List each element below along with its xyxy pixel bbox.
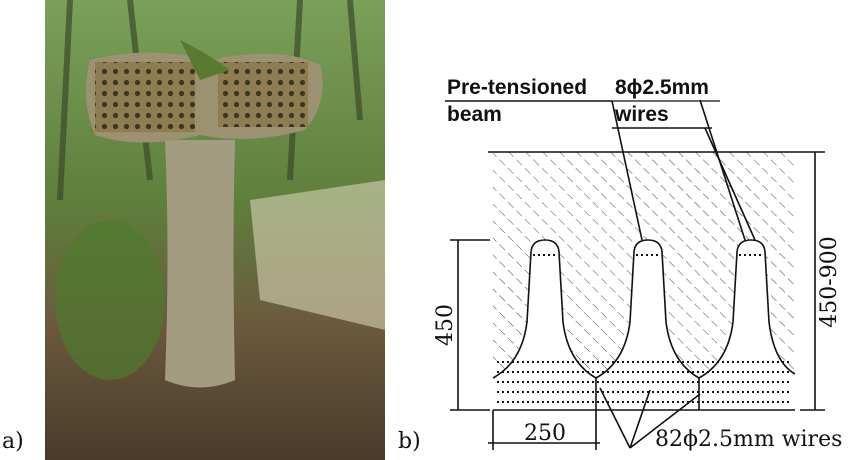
dimension-label: 250 <box>524 421 566 446</box>
photo <box>45 0 385 460</box>
cross-section <box>445 100 825 450</box>
beam-label: beam <box>447 103 502 126</box>
panel-label: a) <box>2 429 24 454</box>
wire-label: wires <box>614 103 669 126</box>
dimension-label: 450-900 <box>817 236 842 327</box>
bottom-wire-label: 82ϕ2.5mm wires <box>655 427 842 452</box>
figure: a) b) Pre-tensioned beam 8ϕ2.5mm wires 8… <box>0 0 854 460</box>
beam-label: Pre-tensioned <box>447 76 587 99</box>
panel-label: b) <box>398 429 421 454</box>
dimension-label: 450 <box>433 304 458 346</box>
wire-label: 8ϕ2.5mm <box>615 76 709 99</box>
